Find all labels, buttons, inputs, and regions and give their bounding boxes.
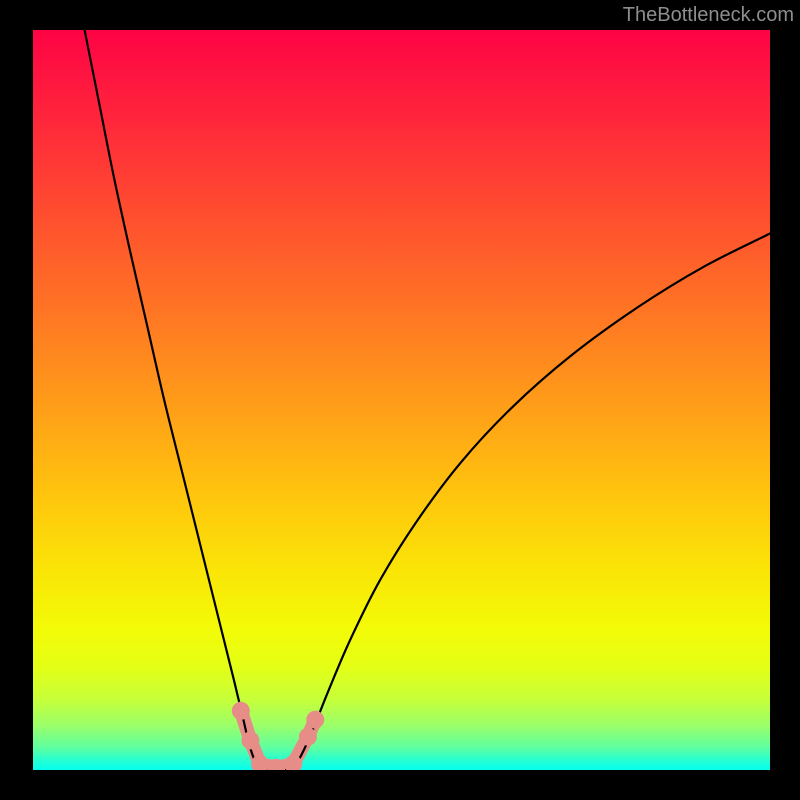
marker-dot (241, 731, 259, 749)
watermark-text: TheBottleneck.com (623, 4, 794, 27)
marker-dot (232, 702, 250, 720)
marker-dot (306, 711, 324, 729)
chart-svg (33, 30, 770, 770)
marker-dot (299, 728, 317, 746)
gradient-background (33, 30, 770, 770)
plot-area (33, 30, 770, 770)
chart-frame: TheBottleneck.com (0, 0, 800, 800)
